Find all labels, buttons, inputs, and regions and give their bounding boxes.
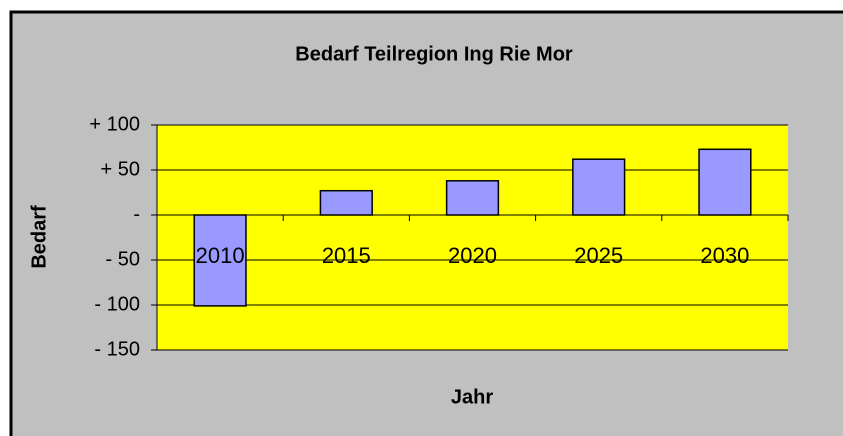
x-tick-label: 2030 <box>700 243 749 268</box>
y-tick-label: + 100 <box>89 113 140 135</box>
bar <box>319 189 373 216</box>
x-tick-label: 2010 <box>196 243 245 268</box>
bar <box>572 158 626 216</box>
chart-title: Bedarf Teilregion Ing Rie Mor <box>295 43 573 65</box>
plot-area <box>157 125 788 350</box>
bar <box>193 214 247 307</box>
bar <box>445 180 500 216</box>
y-axis-title: Bedarf <box>28 205 50 269</box>
marks: - 150 - 100 - 50 - + 50 + 100 2010 2015 2020 2025… <box>89 113 789 360</box>
y-tick-label: - 50 <box>106 248 140 270</box>
y-tick-label: + 50 <box>101 158 140 180</box>
x-tick-label: 2025 <box>574 243 623 268</box>
x-tick-label: 2015 <box>322 243 371 268</box>
x-axis-title: Jahr <box>451 386 493 408</box>
x-tick-label: 2020 <box>448 243 497 268</box>
y-tick-label: - 150 <box>94 338 140 360</box>
bar <box>698 148 752 216</box>
y-tick-label: - <box>133 203 140 225</box>
y-tick-label: - 100 <box>94 293 140 315</box>
